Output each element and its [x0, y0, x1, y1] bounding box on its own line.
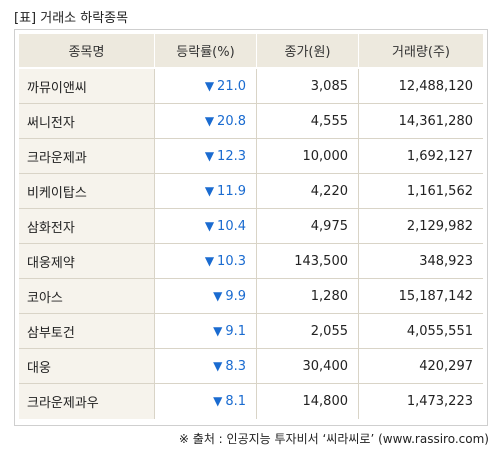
down-triangle-icon: ▼: [204, 113, 215, 128]
close-price: 4,555: [257, 104, 359, 139]
table-row: 삼부토건 ▼ 9.1 2,055 4,055,551: [19, 314, 483, 349]
trade-volume: 420,297: [359, 349, 483, 384]
close-price: 14,800: [257, 384, 359, 419]
trade-volume: 12,488,120: [359, 69, 483, 104]
change-cell: ▼ 10.4: [155, 209, 257, 244]
table-header-row: 종목명 등락률(%) 종가(원) 거래량(주): [19, 34, 483, 69]
change-cell: ▼ 11.9: [155, 174, 257, 209]
down-triangle-icon: ▼: [204, 218, 215, 233]
stock-name: 크라운제과우: [19, 384, 155, 419]
stock-table-frame: 종목명 등락률(%) 종가(원) 거래량(주) 까뮤이앤씨 ▼ 21.0 3,085 1…: [14, 29, 488, 426]
change-rate: 20.8: [217, 113, 246, 129]
change-cell: ▼ 8.3: [155, 349, 257, 384]
down-triangle-icon: ▼: [204, 183, 215, 198]
table-row: 크라운제과 ▼ 12.3 10,000 1,692,127: [19, 139, 483, 174]
down-triangle-icon: ▼: [213, 323, 223, 338]
close-price: 4,220: [257, 174, 359, 209]
close-price: 3,085: [257, 69, 359, 104]
table-row: 삼화전자 ▼ 10.4 4,975 2,129,982: [19, 209, 483, 244]
stock-name: 크라운제과: [19, 139, 155, 174]
down-triangle-icon: ▼: [204, 148, 215, 163]
stock-name: 비케이탑스: [19, 174, 155, 209]
close-price: 2,055: [257, 314, 359, 349]
change-cell: ▼ 20.8: [155, 104, 257, 139]
change-rate: 8.1: [225, 394, 246, 409]
change-rate: 10.4: [217, 218, 246, 234]
header-change: 등락률(%): [155, 34, 257, 69]
table-row: 대웅제약 ▼ 10.3 143,500 348,923: [19, 244, 483, 279]
table-row: 써니전자 ▼ 20.8 4,555 14,361,280: [19, 104, 483, 139]
stock-name: 대웅제약: [19, 244, 155, 279]
header-name: 종목명: [19, 34, 155, 69]
table-row: 대웅 ▼ 8.3 30,400 420,297: [19, 349, 483, 384]
change-cell: ▼ 8.1: [155, 384, 257, 419]
close-price: 143,500: [257, 244, 359, 279]
close-price: 30,400: [257, 349, 359, 384]
trade-volume: 15,187,142: [359, 279, 483, 314]
table-row: 까뮤이앤씨 ▼ 21.0 3,085 12,488,120: [19, 69, 483, 104]
stock-name: 까뮤이앤씨: [19, 69, 155, 104]
down-triangle-icon: ▼: [213, 394, 223, 408]
change-rate: 10.3: [217, 253, 246, 269]
down-triangle-icon: ▼: [204, 78, 215, 93]
declining-stocks-table: 종목명 등락률(%) 종가(원) 거래량(주) 까뮤이앤씨 ▼ 21.0 3,085 1…: [19, 34, 483, 419]
change-cell: ▼ 10.3: [155, 244, 257, 279]
source-note: ※ 출처 : 인공지능 투자비서 ‘씨라씨로’ (www.rassiro.com…: [178, 432, 489, 446]
change-rate: 11.9: [217, 183, 246, 199]
trade-volume: 4,055,551: [359, 314, 483, 349]
close-price: 4,975: [257, 209, 359, 244]
header-close: 종가(원): [257, 34, 359, 69]
stock-name: 코아스: [19, 279, 155, 314]
change-rate: 9.9: [225, 288, 246, 304]
trade-volume: 2,129,982: [359, 209, 483, 244]
trade-volume: 1,473,223: [406, 394, 473, 409]
trade-volume: 1,161,562: [359, 174, 483, 209]
down-triangle-icon: ▼: [204, 253, 215, 268]
header-volume: 거래량(주): [359, 34, 483, 69]
change-cell: ▼ 9.1: [155, 314, 257, 349]
stock-name: 대웅: [19, 349, 155, 384]
table-body: 까뮤이앤씨 ▼ 21.0 3,085 12,488,120 써니전자 ▼ 20.8 4,555 1…: [19, 69, 483, 419]
change-cell: ▼ 21.0: [155, 69, 257, 104]
stock-name: 써니전자: [19, 104, 155, 139]
close-price: 1,280: [257, 279, 359, 314]
down-triangle-icon: ▼: [213, 358, 223, 373]
change-cell: ▼ 9.9: [155, 279, 257, 314]
stock-name: 삼부토건: [19, 314, 155, 349]
change-rate: 21.0: [217, 78, 246, 94]
page-title: [표] 거래소 하락종목: [14, 11, 129, 26]
table-row: 코아스 ▼ 9.9 1,280 15,187,142: [19, 279, 483, 314]
trade-volume: 348,923: [359, 244, 483, 279]
stock-name: 삼화전자: [19, 209, 155, 244]
change-rate: 12.3: [217, 148, 246, 164]
close-price: 10,000: [257, 139, 359, 174]
table-row: 비케이탑스 ▼ 11.9 4,220 1,161,562: [19, 174, 483, 209]
change-cell: ▼ 12.3: [155, 139, 257, 174]
down-triangle-icon: ▼: [213, 288, 223, 303]
trade-volume: 1,692,127: [359, 139, 483, 174]
trade-volume: 14,361,280: [359, 104, 483, 139]
change-rate: 8.3: [225, 358, 246, 374]
table-row: 크라운제과우 ▼ 8.1 14,800 1,473,223: [19, 384, 483, 419]
change-rate: 9.1: [225, 323, 246, 339]
